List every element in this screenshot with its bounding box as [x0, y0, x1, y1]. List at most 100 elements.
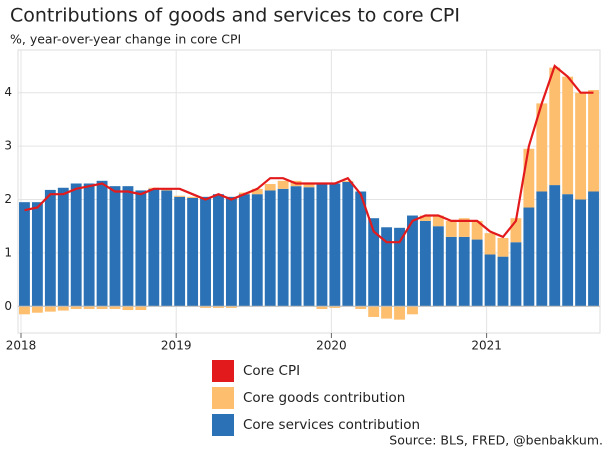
bar: [419, 215, 431, 221]
bar: [251, 188, 263, 195]
bar: [174, 195, 186, 197]
bar: [225, 306, 237, 308]
chart-title: Contributions of goods and services to c…: [10, 5, 460, 27]
bar: [161, 190, 173, 307]
bar: [213, 306, 224, 308]
bar: [368, 218, 380, 307]
bar: [44, 306, 56, 312]
y-tick-label: 4: [4, 85, 12, 99]
bar: [510, 242, 522, 307]
bar: [381, 306, 393, 319]
bar: [31, 306, 43, 313]
bar: [303, 187, 315, 307]
bar: [57, 187, 69, 307]
bar: [419, 220, 431, 307]
bar: [70, 306, 82, 309]
x-tick-label: 2018: [6, 339, 37, 353]
bar: [122, 186, 134, 307]
x-tick-label: 2020: [316, 339, 347, 353]
bar: [549, 67, 561, 186]
bar: [497, 256, 509, 307]
bar: [109, 306, 121, 309]
legend-swatch: [212, 387, 234, 409]
bar: [57, 306, 69, 311]
bar: [316, 183, 328, 307]
bar: [200, 306, 211, 308]
bar: [303, 183, 315, 188]
bar: [316, 306, 328, 309]
legend-label: Core goods contribution: [243, 390, 405, 406]
bar: [575, 199, 587, 307]
bar: [264, 190, 276, 307]
bar: [536, 191, 548, 307]
bar: [329, 183, 341, 307]
bar: [187, 197, 199, 307]
bar: [445, 236, 457, 307]
bar: [445, 220, 457, 237]
bar: [83, 183, 95, 307]
y-tick-label: 2: [4, 192, 12, 206]
y-tick-label: 3: [4, 139, 12, 153]
bar: [458, 218, 470, 237]
bar: [148, 188, 160, 307]
bar: [536, 103, 548, 192]
bar: [83, 306, 95, 309]
bar: [122, 306, 134, 311]
bar: [187, 196, 199, 198]
legend-swatch: [212, 414, 234, 436]
bar: [19, 202, 30, 307]
y-tick-label: 0: [4, 299, 12, 313]
bar: [238, 194, 250, 307]
bar: [484, 254, 496, 307]
bar: [19, 306, 30, 315]
plot-area: 0 1 2 3 4 2018 2019 2020 2021: [4, 49, 601, 353]
bar: [70, 183, 82, 307]
bar: [225, 196, 237, 307]
bar: [523, 148, 535, 208]
bar: [174, 196, 186, 307]
y-tick-label: 1: [4, 245, 12, 259]
bar: [251, 194, 263, 307]
bar: [394, 227, 405, 307]
bar: [471, 220, 483, 240]
bar: [407, 306, 418, 315]
bar: [471, 239, 483, 307]
bar: [329, 306, 341, 308]
bar: [342, 180, 354, 182]
bar: [562, 76, 574, 195]
bar: [264, 184, 276, 191]
bar: [575, 92, 587, 200]
bar: [355, 191, 367, 307]
bar: [44, 189, 56, 307]
bar: [96, 180, 108, 307]
bar: [458, 236, 470, 307]
bar: [290, 186, 302, 307]
chart-subtitle: %, year-over-year change in core CPI: [10, 32, 241, 47]
legend-label: Core services contribution: [243, 417, 420, 433]
bar: [213, 194, 224, 307]
bar: [432, 215, 444, 227]
bar: [342, 181, 354, 307]
bar: [523, 207, 535, 307]
legend-swatch: [212, 360, 234, 382]
bar: [368, 306, 380, 317]
bar: [200, 196, 211, 307]
bar: [394, 306, 405, 320]
bar: [135, 190, 147, 307]
bar: [562, 194, 574, 307]
bar: [549, 185, 561, 307]
bar: [277, 188, 289, 307]
source: Source: BLS, FRED, @benbakkum.: [389, 433, 603, 448]
bar: [497, 237, 509, 257]
x-tick-label: 2019: [161, 339, 192, 353]
bar: [588, 90, 599, 192]
bar: [277, 180, 289, 189]
bar: [432, 226, 444, 307]
bar: [96, 306, 108, 309]
legend: Core CPI Core goods contribution Core serv…: [212, 360, 420, 436]
bar: [484, 233, 496, 255]
bar: [510, 218, 522, 243]
bar: [31, 202, 43, 307]
x-tick-label: 2021: [471, 339, 502, 353]
